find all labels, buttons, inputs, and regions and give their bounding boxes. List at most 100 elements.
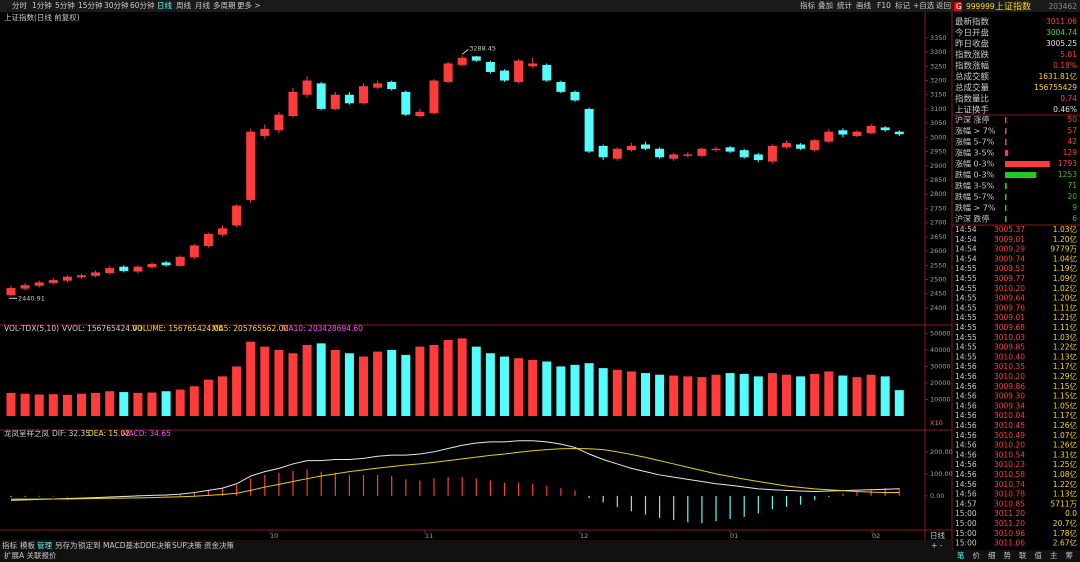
tick-volume: 1.25亿 [1053,459,1078,469]
candle-body [203,234,213,246]
candle-body [147,263,157,268]
tick-volume: 1.17亿 [1053,361,1078,371]
volume-header: MA10: 203428694.60 [282,324,363,333]
tick-time: 14:56 [955,421,977,430]
period-tab[interactable]: 月线 [195,0,210,10]
volume-bar [471,346,481,416]
volume-bar [429,344,439,416]
volume-bar [443,340,453,416]
side-control[interactable]: 日线 [930,530,945,540]
tool-button[interactable]: 统计 [837,0,852,10]
y-tick-label: 2600 [930,247,947,255]
side-tab[interactable]: 势 [1004,550,1012,560]
quote-value: 156755429 [1034,83,1077,92]
breadth-bar [1005,172,1037,178]
breadth-value: 9 [1072,203,1077,212]
tool-button[interactable]: 叠加 [818,0,833,10]
y-tick-label: 3150 [930,91,947,99]
breadth-bar [1005,216,1007,222]
volume-bar [514,358,524,416]
candle-body [556,81,566,92]
bottom-extra[interactable]: 扩展A 关联报价 [4,550,57,560]
volume-bar [401,354,411,416]
bottom-tab[interactable]: 指标 [2,540,17,550]
y-tick-label: 2900 [930,162,947,170]
macd-header: 龙凤呈祥之凤 [4,428,49,438]
period-tab[interactable]: 5分钟 [55,0,75,10]
tick-volume: 1.20亿 [1053,234,1078,244]
candle-body [626,145,636,151]
badge: G [956,2,962,11]
side-tab[interactable]: 主 [1050,550,1058,560]
breadth-bar [1005,205,1007,211]
tick-volume: 9779万 [1050,245,1077,254]
max-pointer [461,48,469,55]
tool-button[interactable]: 标记 [895,0,910,10]
breadth-value: 6 [1072,214,1077,223]
macd-header: MACD: 34.65 [122,429,171,438]
period-tab[interactable]: 周线 [176,0,191,10]
breadth-bar [1005,150,1009,156]
bottom-tab[interactable]: 管理 [37,540,52,550]
period-tab[interactable]: 15分钟 [78,0,103,10]
period-tab[interactable]: 多周期 [213,0,236,10]
side-tab[interactable]: 笔 [957,550,965,560]
tick-time: 14:55 [955,343,977,352]
side-tab[interactable]: 筹 [1066,550,1074,560]
volume-bar [203,379,213,416]
y-tick-label: 0.00 [930,492,944,500]
period-tab[interactable]: 30分钟 [104,0,129,10]
max-label: 3288.45 [469,44,496,52]
tick-price: 3005.37 [994,225,1025,234]
side-tab[interactable]: 联 [1019,551,1027,560]
candle-body [725,147,735,152]
bottom-tab[interactable]: DDE决策 [140,540,172,550]
period-tab[interactable]: 1分钟 [32,0,52,10]
period-tab[interactable]: 更多 > [237,0,261,10]
y-tick-label: 2750 [930,204,947,212]
period-tab[interactable]: 60分钟 [130,0,155,10]
bottom-tab[interactable]: 锁定到 [78,540,101,550]
side-control[interactable]: + - [931,541,943,550]
y-tick-label: 2400 [930,304,947,312]
bottom-tab[interactable]: 资金决策 [204,540,234,550]
tool-button[interactable]: 画线 [856,0,871,10]
bottom-tab[interactable]: 模板 [20,540,35,550]
volume-bar [556,366,566,416]
period-tab[interactable]: 分时 [12,0,27,10]
breadth-value: 129 [1063,148,1078,157]
candle-body [48,280,58,283]
badge-bg [954,2,962,11]
period-tab[interactable]: 日线 [157,0,172,10]
tool-button[interactable]: 指标 [800,0,815,10]
tick-time: 15:00 [955,519,977,528]
bottom-tab[interactable]: SUP决策 [172,540,202,550]
bottom-tab[interactable]: MACD基本 [103,540,141,550]
quote-label: 指数涨跌 [955,50,990,61]
side-tab[interactable]: 价 [973,551,981,560]
volume-header: VOLUME: 156765424.00 [132,324,223,333]
volume-bar [246,341,256,416]
tool-button[interactable]: F10 [877,1,891,10]
side-tab[interactable]: 细 [988,550,996,560]
bottom-tab[interactable]: 另存为 [55,540,78,550]
volume-bar [373,351,383,416]
tick-price: 3010.23 [994,460,1025,469]
tick-volume: 20.7亿 [1053,518,1078,528]
volume-bar [570,364,580,416]
tool-button[interactable]: 返回 [936,1,951,10]
volume-bar [697,377,707,416]
volume-bar [91,392,101,416]
side-tab[interactable]: 值 [1035,550,1043,560]
tool-button[interactable]: +自选 [913,0,935,10]
quote-label: 最新指数 [955,17,990,28]
candle-body [77,275,86,278]
candle-body [796,144,806,149]
tick-volume: 1.13亿 [1053,351,1078,361]
tick-volume: 1.78亿 [1053,528,1078,538]
candle-body [457,57,467,65]
candle-body [344,94,354,104]
tick-time: 14:56 [955,470,977,479]
y-tick-label: 3100 [930,105,947,113]
y-tick-label: 2450 [930,290,947,298]
